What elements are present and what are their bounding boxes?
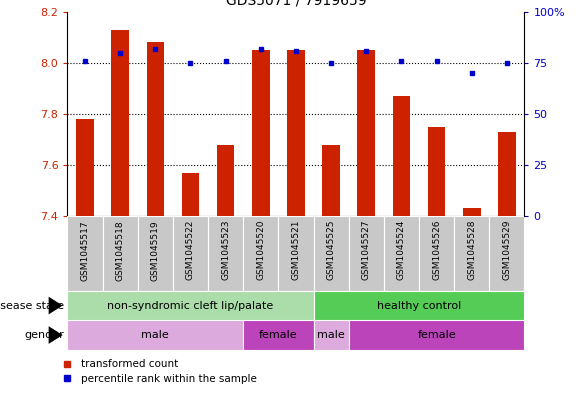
Text: GSM1045517: GSM1045517 (80, 220, 90, 281)
Bar (182, 173, 199, 216)
Bar (67, 320, 243, 350)
Bar (498, 132, 516, 216)
Text: non-syndromic cleft lip/palate: non-syndromic cleft lip/palate (107, 301, 274, 310)
Text: male: male (317, 330, 345, 340)
Title: GDS5071 / 7919659: GDS5071 / 7919659 (226, 0, 366, 8)
Text: GSM1045520: GSM1045520 (256, 220, 265, 280)
Bar (357, 50, 375, 216)
Text: GSM1045529: GSM1045529 (502, 220, 512, 280)
Bar (173, 216, 208, 291)
Legend: transformed count, percentile rank within the sample: transformed count, percentile rank withi… (58, 355, 261, 388)
Text: male: male (141, 330, 169, 340)
Bar (138, 216, 173, 291)
Text: GSM1045527: GSM1045527 (362, 220, 371, 280)
Bar (349, 216, 384, 291)
Bar (287, 50, 305, 216)
Polygon shape (49, 326, 63, 344)
Bar (217, 145, 234, 216)
Bar (243, 320, 314, 350)
Bar (314, 216, 349, 291)
Bar (489, 216, 524, 291)
Text: female: female (259, 330, 298, 340)
Polygon shape (49, 297, 63, 314)
Text: GSM1045524: GSM1045524 (397, 220, 406, 280)
Bar (428, 127, 445, 216)
Bar (243, 216, 278, 291)
Bar (111, 29, 129, 216)
Text: gender: gender (25, 330, 64, 340)
Text: GSM1045518: GSM1045518 (115, 220, 125, 281)
Text: GSM1045522: GSM1045522 (186, 220, 195, 280)
Bar (463, 209, 481, 216)
Bar (76, 119, 94, 216)
Bar (252, 50, 270, 216)
Text: GSM1045525: GSM1045525 (326, 220, 336, 280)
Bar (393, 96, 410, 216)
Text: GSM1045523: GSM1045523 (221, 220, 230, 280)
Bar (314, 320, 349, 350)
Bar (103, 216, 138, 291)
Bar (454, 216, 489, 291)
Bar (67, 216, 103, 291)
Bar (384, 216, 419, 291)
Bar (146, 42, 164, 216)
Text: healthy control: healthy control (377, 301, 461, 310)
Text: GSM1045521: GSM1045521 (291, 220, 301, 280)
Text: female: female (417, 330, 456, 340)
Text: GSM1045528: GSM1045528 (467, 220, 476, 280)
Bar (278, 216, 314, 291)
Text: GSM1045526: GSM1045526 (432, 220, 441, 280)
Bar (349, 320, 524, 350)
Bar (208, 216, 243, 291)
Bar (419, 216, 454, 291)
Text: disease state: disease state (0, 301, 64, 310)
Bar (67, 291, 314, 320)
Bar (322, 145, 340, 216)
Bar (314, 291, 524, 320)
Text: GSM1045519: GSM1045519 (151, 220, 160, 281)
